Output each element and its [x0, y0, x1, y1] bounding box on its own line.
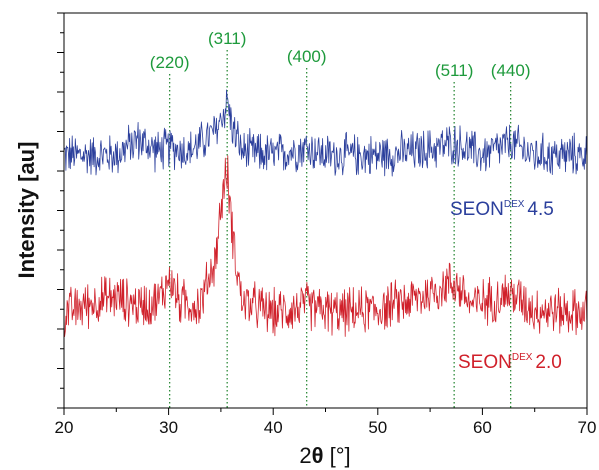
series-label-1: SEONDEX 2.0 — [458, 352, 562, 373]
peak-label-3: (511) — [435, 61, 473, 80]
x-axis-title-theta: θ — [312, 443, 324, 468]
y-axis-ticks — [57, 12, 64, 409]
series-label-value: 4.5 — [527, 199, 553, 220]
series-label-main: SEON — [458, 352, 512, 373]
x-axis-title-unit: [°] — [324, 443, 351, 468]
series-label-main: SEON — [450, 199, 504, 220]
x-axis-title: 2θ [°] — [299, 443, 350, 468]
x-tick-label: 40 — [264, 418, 283, 437]
x-axis-title-main: 2 — [299, 443, 311, 468]
x-tick-label: 60 — [473, 418, 492, 437]
series-label-0: SEONDEX 4.5 — [450, 199, 554, 220]
peak-label-2: (400) — [287, 47, 327, 66]
x-tick-label: 20 — [55, 418, 74, 437]
peak-labels: (220) (311) (400) (511) (440) — [150, 29, 531, 80]
series-label-sup: DEX — [512, 352, 533, 363]
series-label-value: 2.0 — [535, 352, 561, 373]
x-tick-label: 70 — [578, 418, 597, 437]
peak-lines — [168, 50, 512, 408]
y-axis-title: Intensity [au] — [14, 142, 39, 279]
series-line-1 — [63, 155, 588, 337]
series-traces — [63, 89, 588, 337]
x-axis-ticks: 20 30 40 50 60 70 — [55, 408, 597, 437]
peak-label-4: (440) — [491, 61, 531, 80]
peak-label-1: (311) — [208, 29, 246, 48]
series-label-sup: DEX — [504, 199, 525, 210]
series-line-0 — [63, 89, 588, 177]
x-tick-label: 30 — [159, 418, 178, 437]
x-tick-label: 50 — [368, 418, 387, 437]
peak-label-0: (220) — [150, 53, 190, 72]
